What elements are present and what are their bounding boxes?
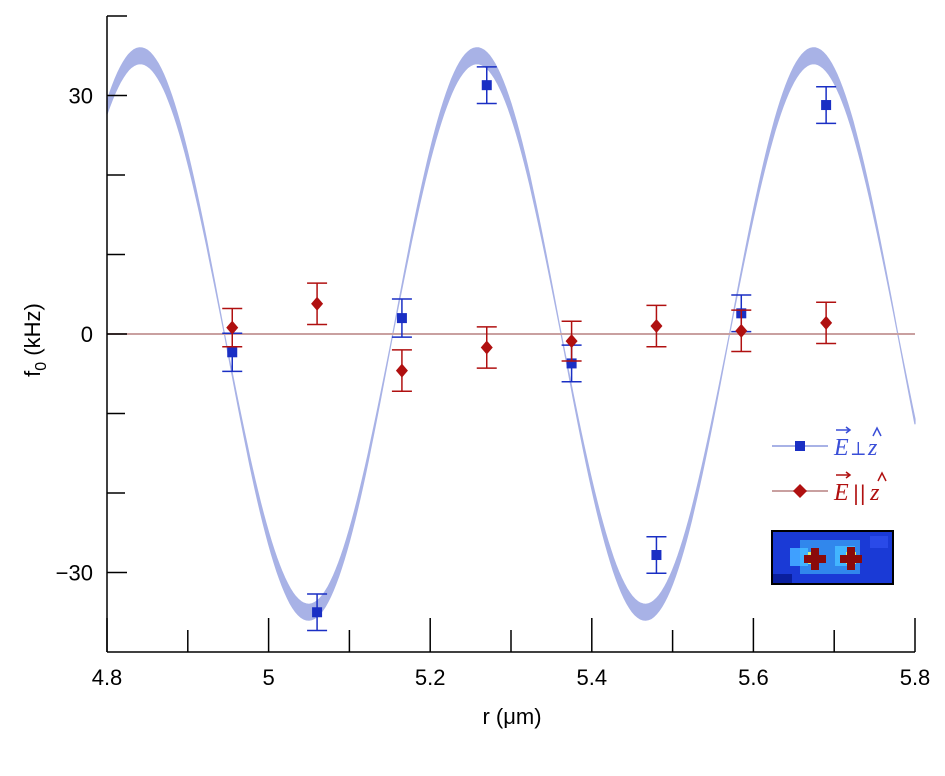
perp-point-5 bbox=[646, 535, 667, 575]
x-tick-label-4: 5.6 bbox=[738, 665, 769, 690]
legend-entry-perp: E ⟂ z bbox=[772, 426, 882, 461]
par-point-1 bbox=[307, 282, 328, 326]
par-point-4 bbox=[561, 320, 582, 362]
perp-point-2 bbox=[391, 298, 412, 338]
legend-perp-arrow-icon bbox=[836, 426, 852, 434]
y-axis-label-unit: (kHz) bbox=[20, 303, 45, 362]
heatmap-thumbnail bbox=[771, 530, 894, 585]
y-tick-label-2: −30 bbox=[56, 561, 93, 586]
legend-perp-z: z bbox=[867, 435, 878, 461]
perp-point-7 bbox=[816, 86, 837, 125]
x-tick-label-5: 5.8 bbox=[900, 665, 931, 690]
y-axis-label-subscript: 0 bbox=[33, 362, 50, 371]
fit-band-area bbox=[106, 47, 916, 621]
y-tick-label-1: 0 bbox=[81, 322, 93, 347]
x-tick-label-2: 5.2 bbox=[415, 665, 446, 690]
legend-marker-diamond bbox=[793, 484, 807, 498]
legend: E ⟂ z E || z bbox=[772, 426, 887, 506]
fit-curve-band bbox=[106, 47, 916, 621]
legend-par-arrow-icon bbox=[836, 471, 852, 479]
x-axis-label: r (μm) bbox=[482, 704, 541, 729]
legend-marker-square bbox=[795, 441, 805, 451]
y-axis-label-main: f bbox=[20, 370, 45, 377]
legend-entry-par: E || z bbox=[772, 471, 887, 506]
data-points bbox=[222, 66, 837, 632]
x-tick-label-3: 5.4 bbox=[577, 665, 608, 690]
x-tick-label-1: 5 bbox=[262, 665, 274, 690]
y-tick-label-0: 30 bbox=[69, 84, 93, 109]
legend-par-hat-icon bbox=[877, 471, 887, 482]
par-point-2 bbox=[391, 349, 412, 392]
y-axis-label: f0 (kHz) bbox=[20, 303, 50, 377]
legend-par-z: z bbox=[869, 480, 880, 506]
par-point-3 bbox=[476, 326, 497, 369]
par-point-6 bbox=[731, 309, 752, 353]
legend-perp-E: E bbox=[833, 435, 849, 461]
legend-par-E: E bbox=[833, 480, 849, 506]
perp-point-3 bbox=[476, 66, 497, 105]
legend-perp-rel: ⟂ bbox=[852, 436, 866, 460]
legend-label-perp: E ⟂ z bbox=[833, 435, 878, 461]
heatmap-cross-right bbox=[840, 547, 862, 570]
x-tick-label-0: 4.8 bbox=[92, 665, 123, 690]
par-point-0 bbox=[222, 307, 243, 348]
par-point-5 bbox=[646, 304, 667, 348]
legend-label-par: E || z bbox=[833, 480, 880, 506]
par-point-7 bbox=[816, 301, 837, 345]
legend-perp-hat-icon bbox=[872, 426, 882, 437]
perp-point-1 bbox=[307, 593, 328, 632]
heatmap-cross-left bbox=[804, 548, 826, 570]
ticks: 4.8 5 5.2 5.4 5.6 5.8 30 0 −30 bbox=[56, 84, 931, 691]
legend-par-rel: || bbox=[853, 481, 866, 505]
